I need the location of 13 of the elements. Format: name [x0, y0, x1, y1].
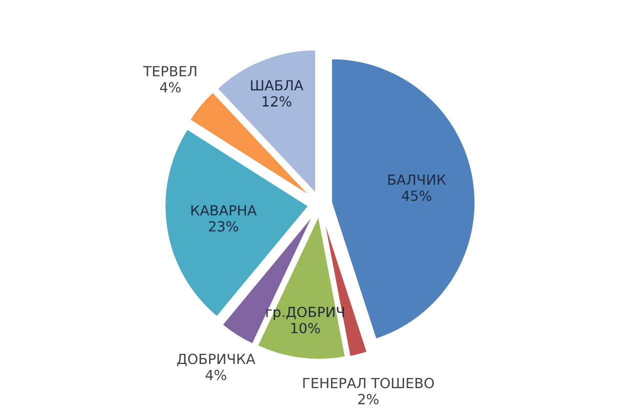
data-label: 45% [402, 190, 432, 202]
data-label: 10% [291, 322, 320, 334]
slice-label: БАЛЧИК [388, 174, 446, 185]
data-label: 4% [206, 370, 226, 380]
slice-label: ГЕНЕРАЛ ТОШЕВО [303, 378, 434, 388]
data-label: 2% [358, 394, 379, 404]
slice-label: КАВАРНА [191, 205, 257, 216]
data-label: 12% [262, 96, 292, 107]
slice-label: ДОБРИЧКА [177, 354, 256, 366]
data-label: 23% [208, 221, 238, 232]
data-label: 4% [160, 82, 181, 93]
slice-label: ШАБЛА [251, 80, 304, 90]
slice-label: ТЕРВЕЛ [143, 66, 196, 76]
